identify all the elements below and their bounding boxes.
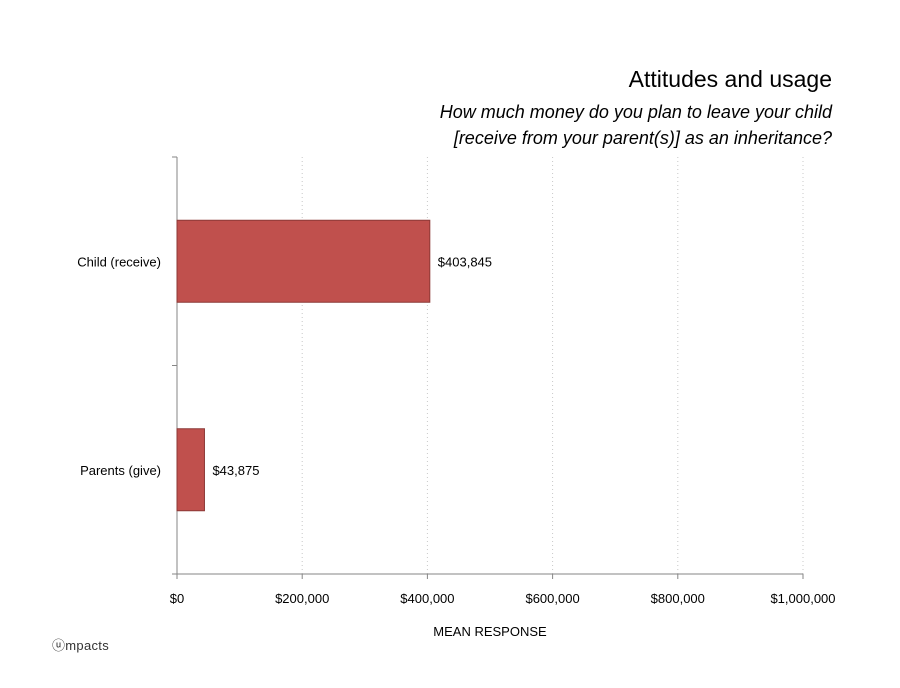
bar (176, 219, 431, 303)
brand-logo: ⓤmpacts (52, 638, 110, 653)
data-label: $403,845 (438, 254, 492, 269)
chart-subtitle: How much money do you plan to leave your… (440, 99, 832, 151)
x-tick-label: $400,000 (400, 591, 454, 606)
x-tick-label: $800,000 (651, 591, 705, 606)
category-label: Parents (give) (80, 463, 161, 478)
x-tick-label: $600,000 (525, 591, 579, 606)
x-tick-label: $0 (170, 591, 184, 606)
category-label: Child (receive) (77, 254, 161, 269)
subtitle-line-1: How much money do you plan to leave your… (439, 102, 832, 122)
bar (176, 428, 205, 512)
x-tick-label: $200,000 (275, 591, 329, 606)
x-tick-label: $1,000,000 (770, 591, 835, 606)
subtitle-line-2: [receive from your parent(s)] as an inhe… (453, 128, 832, 148)
x-axis-title: MEAN RESPONSE (433, 624, 547, 639)
data-label: $43,875 (212, 463, 259, 478)
chart-title: Attitudes and usage (628, 66, 832, 92)
